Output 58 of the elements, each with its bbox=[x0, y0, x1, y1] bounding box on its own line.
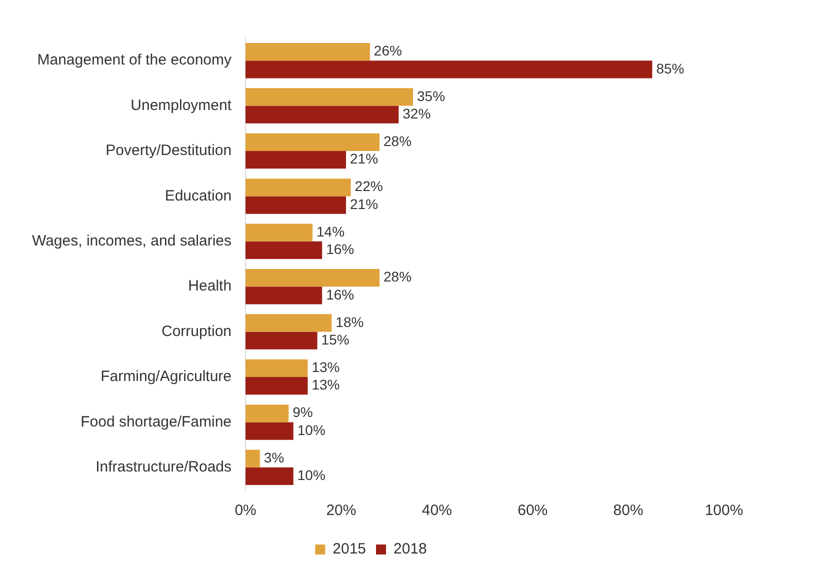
data-label: 35% bbox=[416, 88, 446, 104]
x-tick-label: 40% bbox=[422, 502, 452, 520]
data-label: 32% bbox=[402, 105, 431, 122]
x-tick-label: 80% bbox=[613, 502, 644, 520]
data-label: 13% bbox=[312, 359, 340, 376]
bar bbox=[246, 60, 652, 78]
data-label: 22% bbox=[354, 178, 383, 194]
data-label: 28% bbox=[384, 133, 412, 150]
data-label: 9% bbox=[292, 404, 313, 420]
data-label: 13% bbox=[312, 376, 340, 393]
y-tick-label: Infrastructure/Roads bbox=[96, 458, 232, 476]
bar bbox=[246, 359, 308, 377]
bar bbox=[246, 241, 322, 260]
data-label: 26% bbox=[374, 42, 402, 59]
bar bbox=[246, 404, 289, 422]
bar bbox=[246, 151, 346, 169]
data-label: 28% bbox=[384, 268, 412, 285]
data-label: 18% bbox=[336, 314, 364, 330]
bar bbox=[246, 467, 294, 486]
data-label: 21% bbox=[350, 196, 378, 212]
data-label: 15% bbox=[321, 331, 350, 348]
x-tick-label: 0% bbox=[234, 502, 256, 520]
bar bbox=[246, 314, 332, 332]
y-tick-label: Corruption bbox=[161, 322, 232, 340]
y-tick-label: Poverty/Destitution bbox=[106, 142, 232, 160]
y-tick-label: Management of the economy bbox=[37, 52, 232, 69]
y-tick-label: Unemployment bbox=[130, 96, 232, 114]
bar bbox=[246, 133, 380, 151]
data-label: 21% bbox=[350, 150, 378, 167]
data-label: 14% bbox=[316, 223, 345, 240]
bar bbox=[246, 332, 318, 350]
y-tick-label: Food shortage/Famine bbox=[80, 413, 232, 430]
y-tick-label: Health bbox=[188, 278, 232, 295]
bar bbox=[246, 88, 413, 106]
data-label: 3% bbox=[264, 449, 284, 466]
bar bbox=[246, 450, 260, 468]
x-tick-label: 100% bbox=[704, 502, 744, 520]
bar bbox=[246, 42, 370, 61]
bar bbox=[246, 178, 351, 196]
data-label: 16% bbox=[326, 241, 354, 258]
bar bbox=[246, 377, 308, 395]
x-tick-label: 20% bbox=[326, 502, 356, 520]
legend-label: 2015 bbox=[332, 540, 366, 558]
bar bbox=[246, 422, 294, 440]
bar bbox=[246, 106, 399, 124]
legend-label: 2018 bbox=[394, 540, 427, 558]
bar bbox=[246, 286, 322, 304]
data-label: 85% bbox=[656, 60, 684, 76]
bar bbox=[246, 196, 346, 214]
y-tick-label: Education bbox=[164, 187, 232, 204]
x-tick-label: 60% bbox=[518, 502, 548, 520]
data-label: 16% bbox=[326, 286, 354, 302]
data-label: 10% bbox=[297, 467, 326, 484]
bar bbox=[246, 268, 380, 287]
bar bbox=[246, 224, 313, 242]
y-tick-label: Wages, incomes, and salaries bbox=[32, 232, 232, 250]
y-tick-label: Farming/Agriculture bbox=[100, 368, 232, 386]
data-label: 10% bbox=[297, 422, 326, 438]
